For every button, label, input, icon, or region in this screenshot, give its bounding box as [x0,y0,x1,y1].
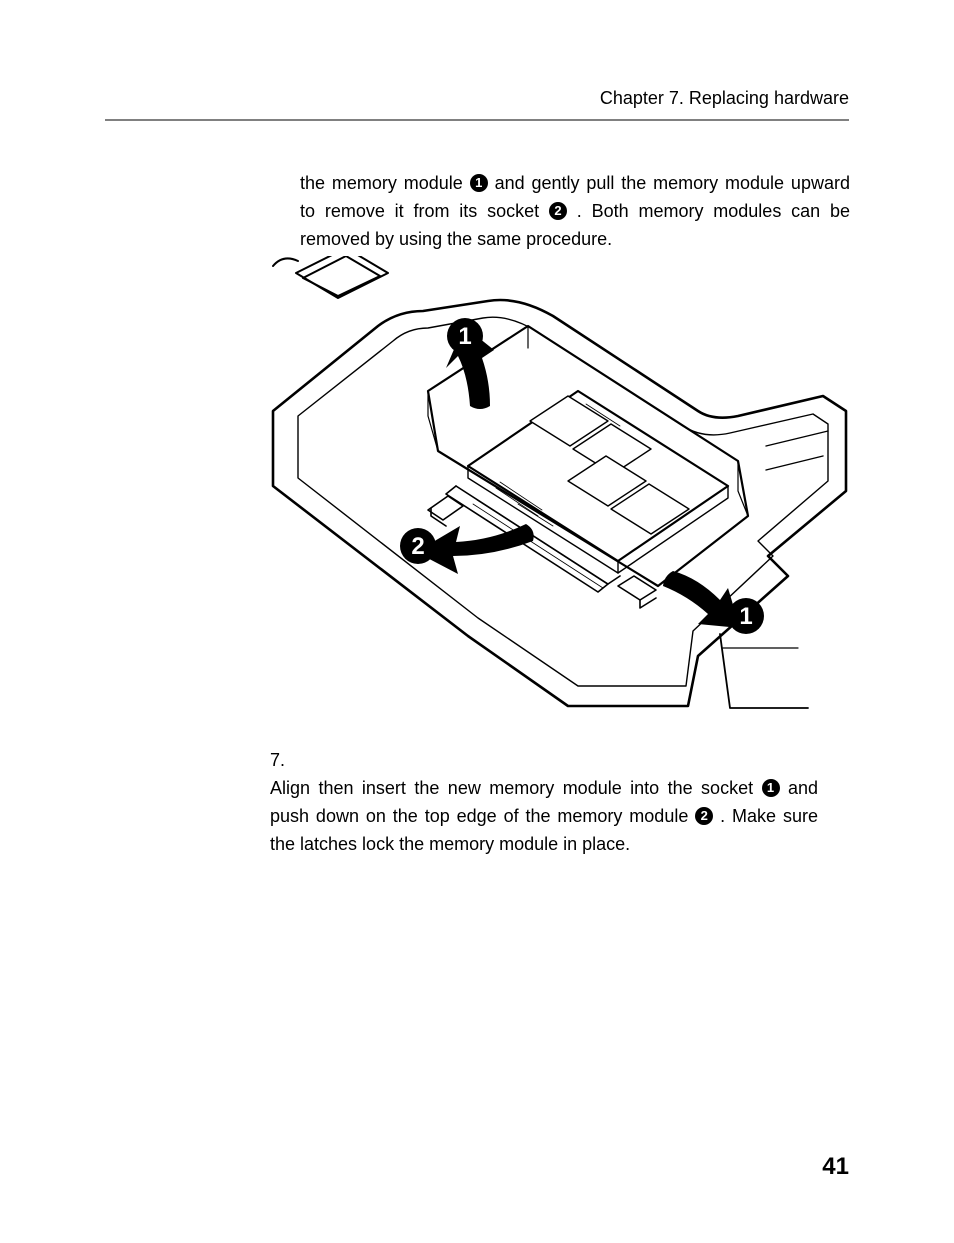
page-header: Chapter 7. Replacing hardware [105,88,849,121]
continuation-paragraph: the memory module 1 and gently pull the … [300,170,850,254]
callout-circle-1: 1 [447,318,483,354]
header-rule [105,119,849,121]
text-segment: Align then insert the new memory module … [270,778,762,798]
manual-page: Chapter 7. Replacing hardware the memory… [0,0,954,1243]
paragraph-text: the memory module 1 and gently pull the … [300,170,850,254]
callout-2-icon: 2 [695,807,713,825]
step-number: 7. [270,747,298,775]
diagram-svg: 1 2 1 [268,256,848,711]
step-7: 7. Align then insert the new memory modu… [270,747,850,859]
callout-circle-2: 2 [400,528,436,564]
memory-module-diagram: 1 2 1 [268,256,848,711]
step-text: Align then insert the new memory module … [270,775,818,859]
callout-label: 1 [458,323,471,350]
callout-label: 1 [739,603,752,630]
callout-1-icon: 1 [470,174,488,192]
callout-2-icon: 2 [549,202,567,220]
text-segment: the memory module [300,173,470,193]
callout-label: 2 [411,533,424,560]
callout-circle-1b: 1 [728,598,764,634]
page-number: 41 [822,1153,849,1181]
chapter-title: Chapter 7. Replacing hardware [105,88,849,109]
callout-1-icon: 1 [762,779,780,797]
